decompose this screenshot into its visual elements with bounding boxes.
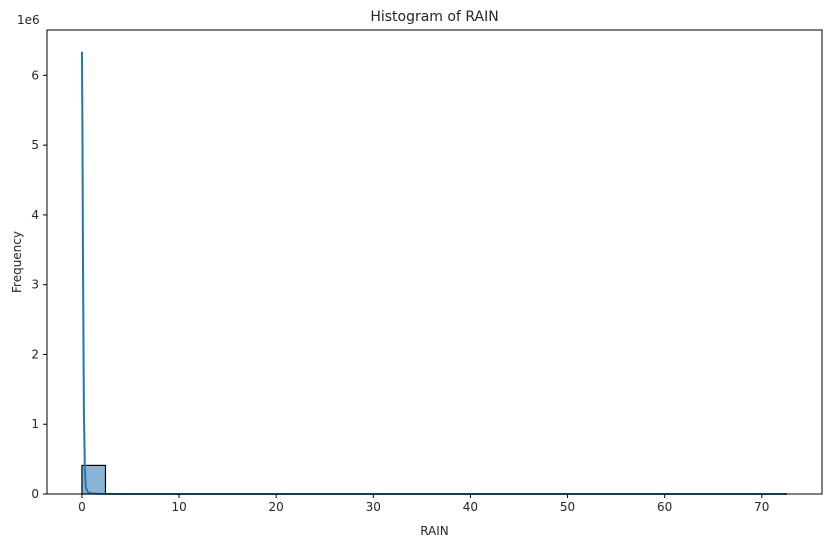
- x-tick-label: 30: [366, 500, 381, 514]
- x-tick-label: 70: [754, 500, 769, 514]
- x-tick-label: 10: [171, 500, 186, 514]
- y-tick-label: 3: [31, 278, 39, 292]
- y-tick-label: 2: [31, 347, 39, 361]
- x-tick-label: 60: [657, 500, 672, 514]
- x-tick-label: 40: [463, 500, 478, 514]
- x-axis: 0 10 20 30 40 50 60 70: [78, 494, 769, 514]
- y-tick-label: 4: [31, 208, 39, 222]
- y-axis-label: Frequency: [10, 231, 24, 293]
- chart-title: Histogram of RAIN: [370, 9, 498, 25]
- x-tick-label: 20: [269, 500, 284, 514]
- y-axis: 0 1 2 3 4 5 6: [31, 68, 47, 501]
- plot-area: [80, 51, 788, 495]
- x-tick-label: 0: [78, 500, 86, 514]
- x-tick-label: 50: [560, 500, 575, 514]
- x-axis-label: RAIN: [420, 524, 449, 538]
- kde-line: [80, 51, 788, 495]
- y-scale-offset-label: 1e6: [17, 13, 40, 27]
- y-tick-label: 1: [31, 417, 39, 431]
- axes-frame: [46, 29, 823, 495]
- y-tick-label: 0: [31, 487, 39, 501]
- y-tick-label: 6: [31, 68, 39, 82]
- y-tick-label: 5: [31, 138, 39, 152]
